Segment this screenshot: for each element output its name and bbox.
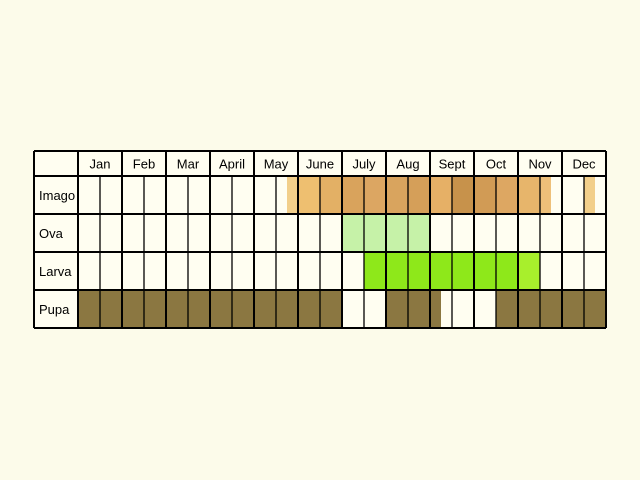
segment-imago-3 (342, 176, 364, 214)
stage-label: Imago (39, 188, 75, 203)
month-label: Mar (177, 157, 200, 172)
segment-imago-13 (584, 176, 595, 214)
segment-imago-11 (518, 176, 540, 214)
month-label: Feb (133, 157, 155, 172)
month-label: Sept (439, 157, 466, 172)
stage-label: Larva (39, 264, 72, 279)
month-label: April (219, 157, 245, 172)
segment-imago-5 (386, 176, 408, 214)
stage-label: Ova (39, 226, 64, 241)
month-label: Jan (90, 157, 111, 172)
segment-imago-4 (364, 176, 386, 214)
stage-label: Pupa (39, 302, 70, 317)
segment-imago-2 (320, 176, 342, 214)
month-label: Aug (396, 157, 419, 172)
month-label: Oct (486, 157, 507, 172)
segment-larva-0 (364, 252, 518, 290)
segment-larva-1 (518, 252, 540, 290)
segment-imago-1 (298, 176, 320, 214)
month-label: Nov (528, 157, 552, 172)
month-label: June (306, 157, 334, 172)
segment-imago-9 (474, 176, 496, 214)
segment-imago-8 (452, 176, 474, 214)
segment-imago-7 (430, 176, 452, 214)
segment-pupa-3 (496, 290, 507, 328)
segment-imago-0 (287, 176, 298, 214)
segment-imago-12 (540, 176, 551, 214)
segment-pupa-2 (430, 290, 441, 328)
segment-imago-6 (408, 176, 430, 214)
month-label: May (264, 157, 289, 172)
month-label: July (352, 157, 376, 172)
month-label: Dec (572, 157, 596, 172)
segment-imago-10 (496, 176, 518, 214)
segment-pupa-4 (507, 290, 606, 328)
